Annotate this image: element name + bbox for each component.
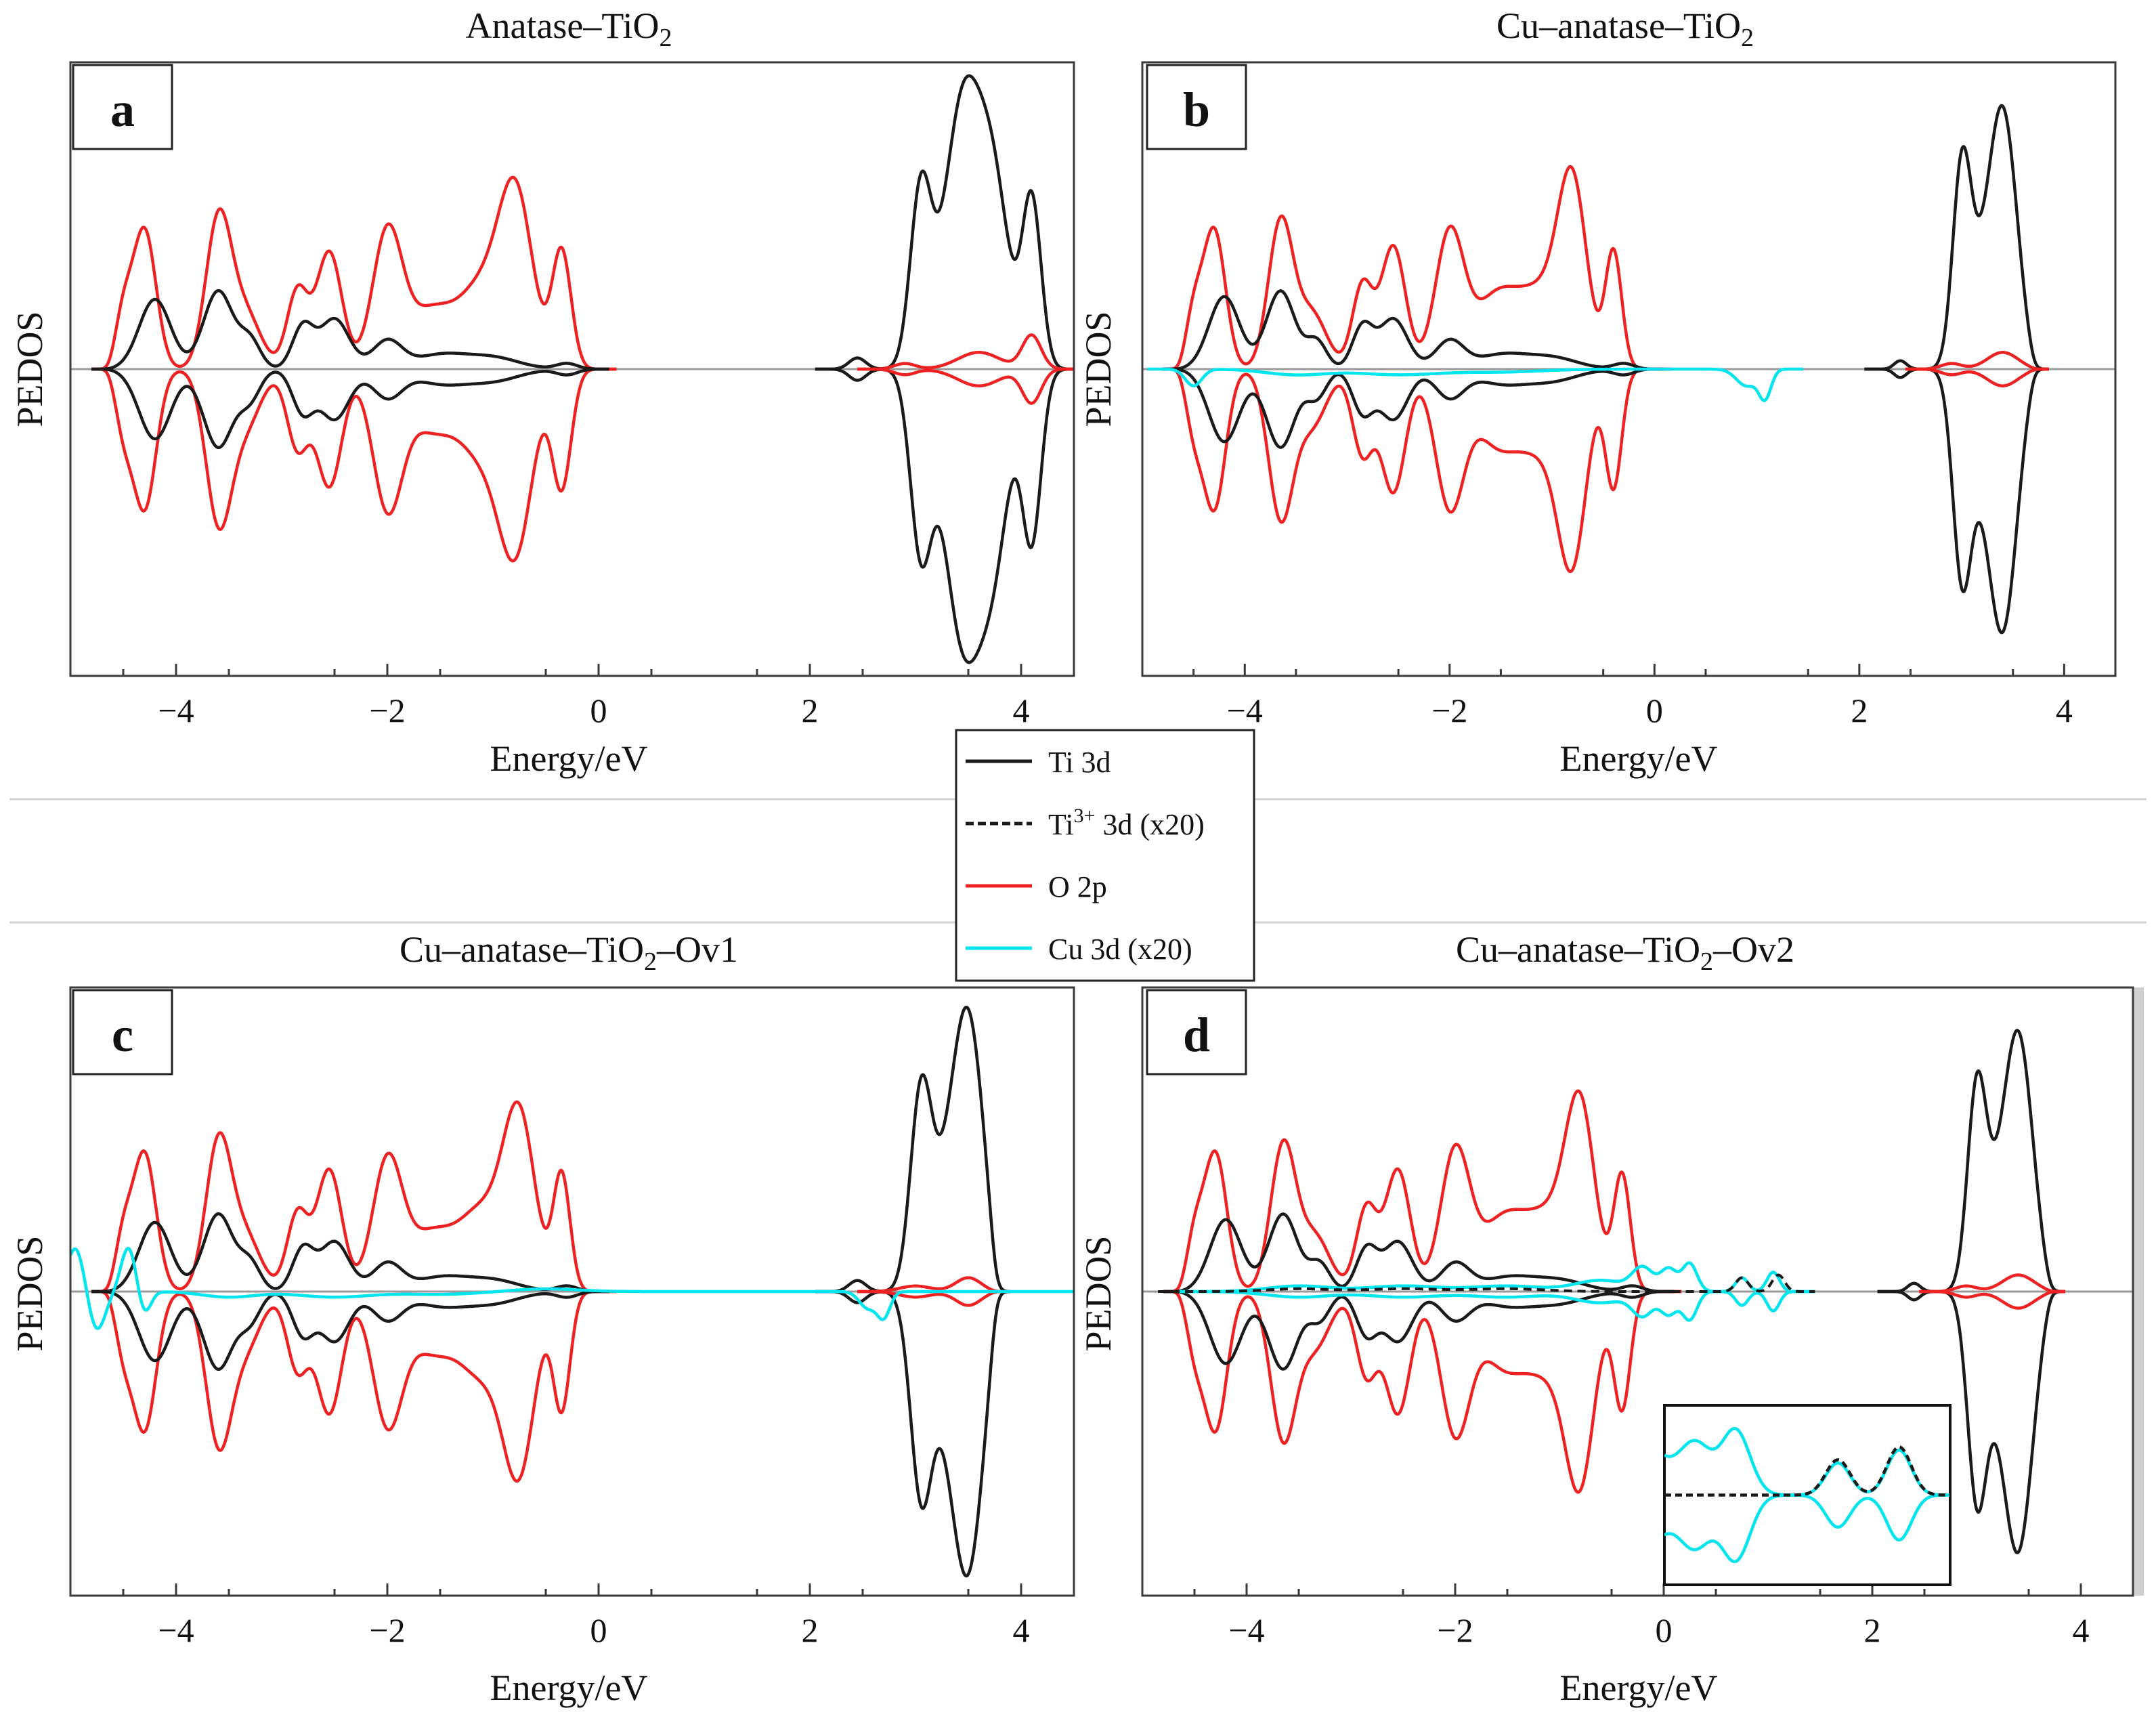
y-axis-label: PEDOS [9,311,50,427]
x-tick-label: 4 [2056,691,2073,729]
series-cu-3d-x20-up-4 [1146,367,1804,402]
x-tick-label: −2 [1437,1611,1473,1649]
legend-label: Ti3+ 3d (x20) [1048,805,1205,841]
x-tick-label: 0 [590,691,607,729]
series-ti-3d-up-1 [91,1212,610,1294]
x-axis-label: Energy/eV [490,738,648,779]
x-tick-label: −4 [158,691,194,729]
series-o-2p-down-3 [1918,1290,2067,1310]
panel-d-title: Cu–anatase–TiO2–Ov2 [1456,929,1794,976]
panel-d-plot-area [1142,1029,2133,1554]
legend-label: Ti 3d [1048,746,1111,779]
series-ti-3d-up-2 [1863,104,2050,371]
x-tick-label: −4 [1227,691,1263,729]
legend-label: O 2p [1048,870,1107,903]
series-ti-3d-down-1 [91,1290,610,1371]
panel-c-title: Cu–anatase–TiO2–Ov1 [400,929,738,976]
series-o-2p-up-3 [856,1276,1012,1294]
series-ti-3d-up-1 [1162,1212,1675,1294]
panel-d-right-shade [2133,987,2144,1596]
x-tick-label: −4 [158,1611,194,1649]
panel-letter: b [1183,83,1210,137]
panel-b: Cu–anatase–TiO2 −4 −2 0 2 4 Energy/eV PEDOS b [1078,5,2117,779]
series-ti-3d-up-1 [1162,289,1666,371]
series-cu-3d-x20-up-4 [70,1246,1074,1330]
series-o-2p-down-3 [856,367,1074,405]
panel-a-plot-area [70,74,1074,664]
plot-frame [69,986,1075,1597]
series-cu-3d-x20-up-4 [1178,1261,1816,1294]
x-tick-label: 4 [1013,1611,1030,1649]
x-tick-label: −2 [369,1611,405,1649]
series-o-2p-up-0 [91,175,618,371]
series-o-2p-up-3 [856,333,1074,371]
x-tick-label: 0 [1646,691,1663,729]
panel-letter: c [112,1008,133,1062]
series-o-2p-down-0 [91,367,618,563]
series-ti-3d-down-1 [91,367,610,450]
x-tick-label: 2 [1851,691,1868,729]
panel-b-title: Cu–anatase–TiO2 [1496,5,1754,52]
x-tick-label: −2 [369,691,405,729]
panel-letter: a [110,83,135,137]
y-axis-label: PEDOS [1078,311,1119,427]
panel-a: Anatase–TiO2 −4 −2 0 2 4 Energy/eV PEDOS a [9,5,1075,779]
panel-b-plot-area [1142,104,2115,635]
series-o-2p-down-0 [1162,367,1673,574]
panel-c-plot-area [70,1005,1074,1578]
x-tick-label: 2 [1864,1611,1881,1649]
series-ti-3d-down-2 [814,367,1074,664]
panel-letter-box [72,989,173,1076]
plot-frame [69,61,1075,677]
inset-series-ti3-3d-x20-up [1664,1445,1950,1497]
x-tick-label: 2 [802,691,819,729]
series-o-2p-down-0 [1162,1290,1683,1494]
plot-frame [1141,61,2117,677]
series-ti-3d-up-2 [813,1005,1012,1294]
series-o-2p-down-0 [91,1290,618,1483]
panel-c: Cu–anatase–TiO2–Ov1 −4 −2 0 2 4 Energy/eV PEDOS… [9,929,1075,1708]
series-o-2p-down-3 [856,1290,1012,1307]
x-axis-label: Energy/eV [490,1667,648,1708]
series-ti-3d-up-1 [91,289,610,371]
panel-letter-box [72,64,173,150]
series-ti-3d-down-2 [813,1290,1012,1578]
series-cu-3d-x20-down-4 [1178,1290,1816,1322]
x-tick-label: −2 [1431,691,1467,729]
x-tick-label: 4 [2073,1611,2090,1649]
x-tick-label: −4 [1228,1611,1264,1649]
x-tick-label: 0 [1656,1611,1673,1649]
panel-letter-box [1146,64,1247,150]
y-axis-label: PEDOS [1078,1235,1119,1351]
y-axis-label: PEDOS [9,1235,50,1351]
series-ti-3d-up-2 [1876,1029,2067,1294]
x-tick-label: 4 [1013,691,1030,729]
legend-label: Cu 3d (x20) [1048,933,1192,966]
series-o-2p-down-3 [1903,367,2050,387]
series-ti3-3d-x20-up-5 [1157,1273,1815,1293]
series-ti-3d-down-1 [1162,367,1666,449]
x-axis-label: Energy/eV [1560,1667,1718,1708]
panel-a-title: Anatase–TiO2 [465,5,672,52]
series-o-2p-up-3 [1918,1273,2067,1294]
series-o-2p-up-0 [91,1100,618,1294]
series-o-2p-up-0 [1162,1089,1683,1294]
panel-letter: d [1183,1008,1210,1062]
panel-letter-box [1146,989,1247,1076]
inset-zoom [1663,1404,1952,1586]
series-o-2p-up-3 [1903,351,2050,371]
x-tick-label: 0 [590,1611,607,1649]
series-ti-3d-down-2 [1876,1290,2067,1554]
inset-series-cu-3d-x20-down [1664,1493,1950,1564]
x-axis-label: Energy/eV [1560,738,1718,779]
series-ti-3d-down-2 [1863,367,2050,635]
plot-frame [1141,986,2134,1597]
series-o-2p-up-0 [1162,165,1673,371]
legend: Ti 3d Ti3+ 3d (x20) O 2p Cu 3d (x20) [955,729,1255,982]
series-ti-3d-down-1 [1162,1290,1675,1371]
x-tick-label: 2 [802,1611,819,1649]
panel-d: Cu–anatase–TiO2–Ov2 −4 −2 0 2 4 Energy/eV PEDOS… [1078,929,2134,1708]
series-ti-3d-up-2 [814,74,1074,371]
